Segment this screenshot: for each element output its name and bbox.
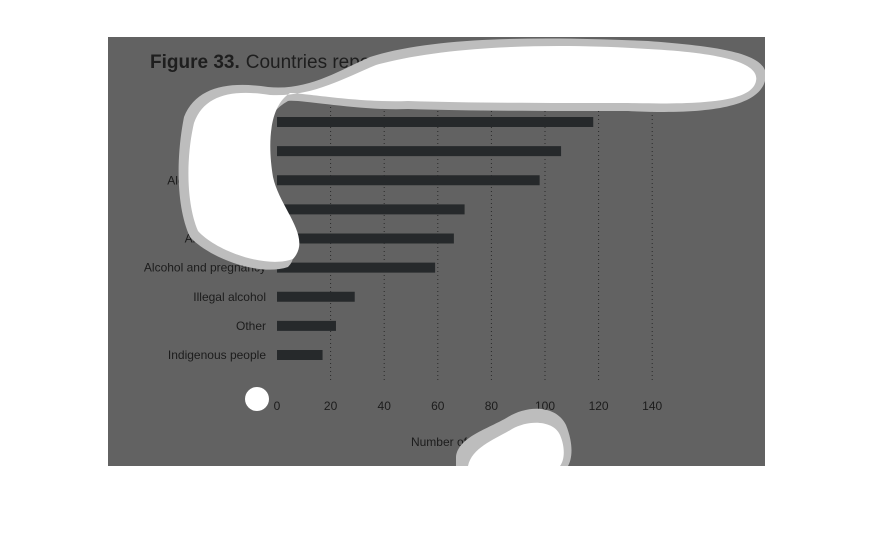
x-tick-label: 0 <box>274 399 281 413</box>
chart-title-bold: Figure 33. <box>150 52 240 73</box>
x-tick-label: 60 <box>431 399 445 413</box>
x-tick-label: 80 <box>485 399 499 413</box>
category-label: Indigenous people <box>168 348 266 362</box>
grid-lines <box>330 103 653 382</box>
category-label: Alcohol and pregnancy <box>144 261 266 275</box>
bar <box>277 233 454 244</box>
figure-panel: Figure 33.Countries reporting awareness … <box>108 37 765 466</box>
bar <box>277 320 336 331</box>
x-tick-label: 140 <box>642 399 662 413</box>
bar <box>277 175 540 186</box>
x-tick-label: 40 <box>378 399 392 413</box>
bar <box>277 117 594 127</box>
bar <box>277 204 465 215</box>
occlusion-blobs <box>178 38 765 466</box>
category-label: Other <box>236 319 266 333</box>
bar-chart: Figure 33.Countries reporting awareness … <box>144 38 765 466</box>
bar <box>277 146 562 157</box>
bar <box>277 291 355 302</box>
bars <box>277 117 594 360</box>
x-tick-labels: 0 20 40 60 80 100 120 140 <box>274 399 663 413</box>
bar <box>277 262 436 273</box>
x-tick-label: 120 <box>589 399 609 413</box>
category-label: Illegal alcohol <box>193 290 266 304</box>
x-tick-label: 20 <box>324 399 338 413</box>
bar <box>277 350 323 360</box>
